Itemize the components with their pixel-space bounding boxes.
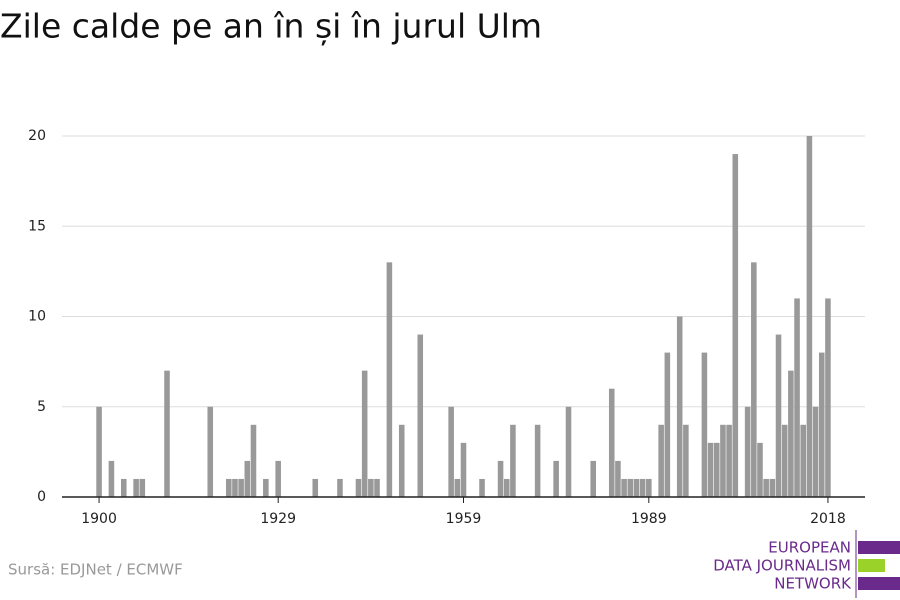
bar <box>726 424 732 497</box>
bar <box>707 442 714 497</box>
bar <box>615 460 621 497</box>
x-tick-label: 1959 <box>446 511 482 527</box>
bar <box>646 478 652 497</box>
x-tick-label: 2018 <box>810 511 846 527</box>
bar <box>534 424 541 497</box>
bar <box>503 478 510 497</box>
bar <box>250 424 257 497</box>
bar <box>658 424 664 497</box>
bar <box>238 478 244 497</box>
bar <box>676 316 683 497</box>
bar <box>460 442 467 497</box>
bar <box>732 154 739 498</box>
bar <box>497 460 504 497</box>
bar <box>96 406 102 497</box>
bar <box>812 406 819 497</box>
logo-bar <box>858 541 900 554</box>
bar <box>108 460 115 497</box>
bar <box>207 406 214 497</box>
x-tick-label: 1929 <box>260 511 296 527</box>
bar <box>769 478 776 497</box>
bar <box>621 478 627 497</box>
bar <box>361 370 368 497</box>
bar <box>683 424 689 497</box>
bar <box>263 478 269 497</box>
y-tick-label: 15 <box>28 218 46 234</box>
bar <box>633 478 640 497</box>
bar <box>763 478 769 497</box>
y-tick-label: 20 <box>28 128 46 144</box>
bar <box>448 406 454 497</box>
bar <box>794 298 800 497</box>
bar <box>806 136 813 497</box>
bar <box>312 478 319 497</box>
bar <box>479 478 485 497</box>
bar <box>627 478 634 497</box>
x-tick-label: 1900 <box>81 511 117 527</box>
logo-bar <box>858 577 900 590</box>
bar <box>553 460 559 497</box>
bar <box>454 478 461 497</box>
bar <box>590 460 596 497</box>
bar <box>781 424 788 497</box>
chart-title: Zile calde pe an în și în jurul Ulm <box>0 7 542 46</box>
x-tick-label: 1989 <box>631 511 667 527</box>
y-tick-label: 5 <box>37 399 46 415</box>
bar <box>744 406 751 497</box>
bar <box>133 478 139 497</box>
bar <box>244 460 251 497</box>
bar <box>825 298 831 497</box>
bar <box>225 478 232 497</box>
source: Sursă: EDJNet / ECMWF <box>8 561 183 579</box>
bar <box>757 442 763 497</box>
y-tick-label: 0 <box>37 489 46 505</box>
bar <box>713 442 720 497</box>
logo-bar <box>858 559 885 572</box>
bar <box>386 262 393 497</box>
bar <box>139 478 146 497</box>
bar <box>751 262 757 497</box>
bar <box>355 478 362 497</box>
bar <box>565 406 572 497</box>
bar <box>368 478 374 497</box>
bar <box>775 334 782 497</box>
bar <box>374 478 380 497</box>
bar <box>639 478 646 497</box>
y-tick-label: 10 <box>28 309 46 325</box>
bar <box>664 352 671 497</box>
bar <box>818 352 825 497</box>
bar <box>800 424 807 497</box>
bar <box>120 478 127 497</box>
bar <box>788 370 794 497</box>
bar <box>164 370 170 497</box>
bar <box>398 424 405 497</box>
logo-text: EUROPEAN <box>768 539 851 557</box>
bar <box>608 388 615 497</box>
bar <box>417 334 424 497</box>
bar <box>510 424 516 497</box>
bar <box>232 478 238 497</box>
bar <box>720 424 726 497</box>
logo-text: NETWORK <box>774 575 852 593</box>
logo-text: DATA JOURNALISM <box>713 557 851 575</box>
bar <box>337 478 343 497</box>
bar <box>275 460 281 497</box>
bar <box>701 352 708 497</box>
